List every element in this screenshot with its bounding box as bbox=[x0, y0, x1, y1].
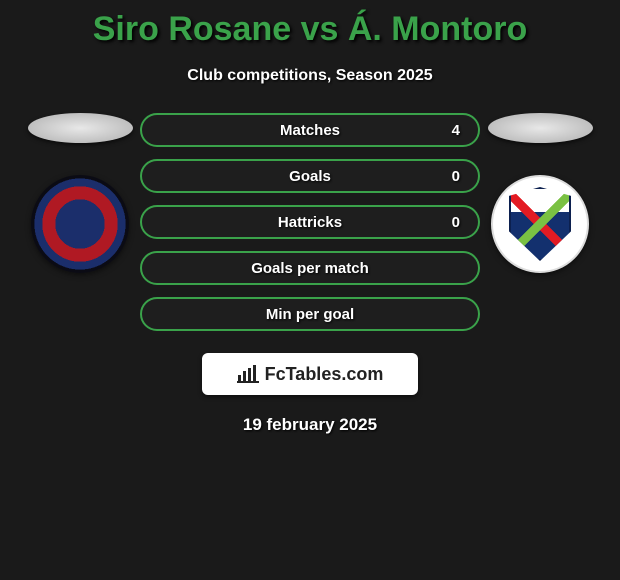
stat-right-value: 0 bbox=[452, 214, 460, 231]
shield-icon bbox=[509, 187, 571, 261]
site-name: FcTables.com bbox=[265, 364, 384, 385]
stat-label: Min per goal bbox=[142, 306, 478, 323]
bar-chart-icon bbox=[237, 365, 259, 383]
stat-label: Goals per match bbox=[142, 260, 478, 277]
right-club-badge bbox=[491, 175, 589, 273]
stat-label: Goals bbox=[142, 168, 478, 185]
comparison-area: Matches4Goals0Hattricks0Goals per matchM… bbox=[0, 113, 620, 331]
stat-label: Hattricks bbox=[142, 214, 478, 231]
stats-list: Matches4Goals0Hattricks0Goals per matchM… bbox=[140, 113, 480, 331]
site-attribution[interactable]: FcTables.com bbox=[202, 353, 418, 395]
page-title: Siro Rosane vs Á. Montoro bbox=[0, 0, 620, 49]
stat-label: Matches bbox=[142, 122, 478, 139]
left-player-column bbox=[20, 113, 140, 273]
stat-row: Goals0 bbox=[140, 159, 480, 193]
stat-right-value: 0 bbox=[452, 168, 460, 185]
stat-row: Goals per match bbox=[140, 251, 480, 285]
left-club-badge bbox=[31, 175, 129, 273]
right-player-disc bbox=[488, 113, 593, 143]
subtitle: Club competitions, Season 2025 bbox=[0, 67, 620, 85]
right-player-column bbox=[480, 113, 600, 273]
stat-right-value: 4 bbox=[452, 122, 460, 139]
left-player-disc bbox=[28, 113, 133, 143]
stat-row: Hattricks0 bbox=[140, 205, 480, 239]
date-label: 19 february 2025 bbox=[0, 415, 620, 435]
stat-row: Matches4 bbox=[140, 113, 480, 147]
stat-row: Min per goal bbox=[140, 297, 480, 331]
